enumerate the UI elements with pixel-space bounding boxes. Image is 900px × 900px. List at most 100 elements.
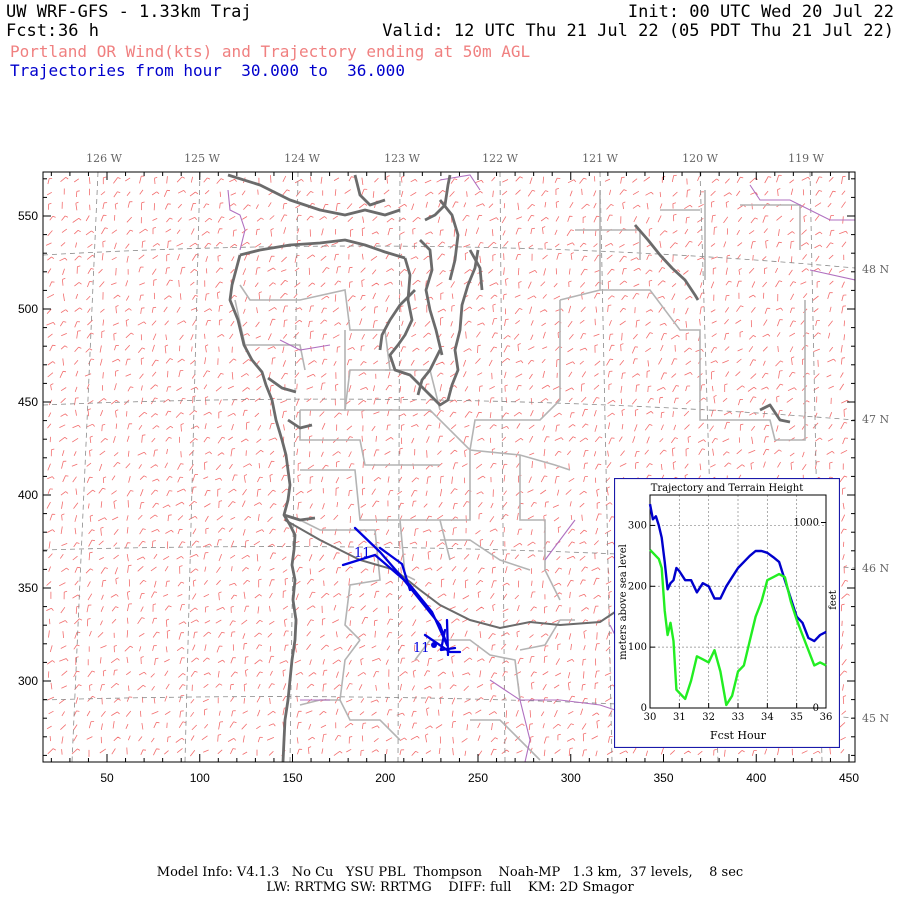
latitude-label: 45 N xyxy=(862,712,889,725)
x-tick-label: 400 xyxy=(746,771,766,785)
trajectory-path xyxy=(423,633,462,654)
trajectory-hour-label: 11 xyxy=(354,546,371,561)
inset-x-tick-label: 33 xyxy=(732,712,745,723)
boundary-line xyxy=(227,189,246,251)
terrain-height-line xyxy=(649,548,827,707)
longitude-label: 125 W xyxy=(184,152,220,165)
y-tick-label: 450 xyxy=(18,395,38,409)
inset-x-tick-label: 32 xyxy=(702,712,715,723)
coastline-segment xyxy=(438,199,460,281)
coastline-segment xyxy=(283,513,316,522)
county-border xyxy=(299,519,381,641)
trajectories xyxy=(341,526,462,657)
inset-series xyxy=(648,503,827,707)
coastline-segment xyxy=(633,224,700,301)
county-border xyxy=(519,455,561,601)
coastline-segment xyxy=(388,249,480,407)
inset-x-tick-label: 34 xyxy=(761,712,774,723)
parallel-line xyxy=(43,398,855,421)
trajectory-point xyxy=(431,642,437,648)
map-ticks xyxy=(43,172,855,762)
county-border xyxy=(440,539,531,571)
y-tick-label: 400 xyxy=(18,488,38,502)
boundary-line xyxy=(519,699,531,762)
inset-x-tick-label: 30 xyxy=(644,712,657,723)
coastline-segment xyxy=(287,418,313,430)
inset-title: Trajectory and Terrain Height xyxy=(651,483,804,494)
x-tick-label: 200 xyxy=(375,771,395,785)
parallel-line xyxy=(43,245,855,269)
county-border xyxy=(519,619,575,651)
latitude-label: 48 N xyxy=(862,263,889,276)
init-time: Init: 00 UTC Wed 20 Jul 22 xyxy=(627,2,894,22)
longitude-label: 123 W xyxy=(384,152,420,165)
inset-right-tick-label: 1000 xyxy=(794,518,819,529)
inset-ylabel-left: meters above sea level xyxy=(618,544,629,660)
boundary-line xyxy=(809,269,855,281)
columbia-river xyxy=(284,519,616,630)
inset-y-tick-label: 0 xyxy=(641,703,647,714)
county-border xyxy=(300,469,451,561)
y-tick-label: 300 xyxy=(18,674,38,688)
coastline-segment xyxy=(228,254,298,762)
valid-time: Valid: 12 UTC Thu 21 Jul 22 (05 PDT Thu … xyxy=(382,21,894,41)
trajectory-path xyxy=(439,628,457,652)
forecast-hour: 36 h xyxy=(58,21,99,41)
longitude-labels: 126 W 125 W 124 W 123 W 122 W 121 W 120 W 119 W xyxy=(86,152,824,165)
boundary-line xyxy=(489,679,616,711)
longitude-label: 126 W xyxy=(86,152,122,165)
x-tick-label: 300 xyxy=(561,771,581,785)
inset-y-tick-label: 200 xyxy=(628,581,647,592)
coastline-segment xyxy=(416,349,442,396)
x-tick-label: 100 xyxy=(190,771,210,785)
y-tick-label: 350 xyxy=(18,581,38,595)
inset-right-tick-label: 0 xyxy=(813,703,819,714)
x-tick-label: 150 xyxy=(282,771,302,785)
longitude-label: 119 W xyxy=(788,152,824,165)
x-tick-labels: 50 100 150 200 250 300 350 400 450 xyxy=(100,771,859,785)
county-border xyxy=(600,289,806,441)
longitude-label: 121 W xyxy=(582,152,618,165)
latitude-label: 46 N xyxy=(862,562,889,575)
county-border xyxy=(559,190,601,301)
county-border xyxy=(469,300,561,451)
inset-x-tick-label: 36 xyxy=(820,712,833,723)
longitude-label: 122 W xyxy=(482,152,518,165)
inset-chart: Trajectory and Terrain Height 30 31 32 33 34… xyxy=(614,478,840,748)
county-border xyxy=(470,719,541,761)
political-borders xyxy=(227,174,855,762)
y-tick-labels: 300 350 400 450 500 550 xyxy=(18,209,38,688)
county-border xyxy=(339,699,401,741)
boundary-line xyxy=(279,339,331,351)
figure-title: UW WRF-GFS - 1.33km Traj xyxy=(6,2,252,22)
coastline-segment xyxy=(239,238,406,260)
y-tick-label: 500 xyxy=(18,302,38,316)
coastline-segment xyxy=(424,174,452,222)
x-tick-label: 350 xyxy=(653,771,673,785)
inset-x-tick-label: 35 xyxy=(790,712,803,723)
inset-ylabel-right: feet xyxy=(828,590,839,610)
county-border xyxy=(440,450,471,521)
county-border xyxy=(299,410,440,466)
coastline-segment xyxy=(378,289,416,351)
model-info-line1: Model Info: V4.1.3 No Cu YSU PBL Thompso… xyxy=(156,865,744,880)
trajectory-hour-label: 11 xyxy=(413,641,430,656)
inset-y-tick-label: 100 xyxy=(628,642,647,653)
inset-x-tick-label: 31 xyxy=(673,712,686,723)
x-tick-label: 250 xyxy=(468,771,488,785)
boundary-line xyxy=(749,184,855,221)
boundary-line xyxy=(544,519,576,561)
x-tick-label: 450 xyxy=(839,771,859,785)
coastline xyxy=(227,173,791,762)
coastline-segment xyxy=(468,249,484,291)
y-tick-label: 550 xyxy=(18,209,38,223)
coastline-segment xyxy=(227,173,401,217)
longitude-label: 120 W xyxy=(682,152,718,165)
coastline-segment xyxy=(353,174,386,207)
trajectory-labels: 11 11 xyxy=(354,546,430,656)
latitude-label: 47 N xyxy=(862,413,889,426)
trajectory-path xyxy=(378,546,412,592)
